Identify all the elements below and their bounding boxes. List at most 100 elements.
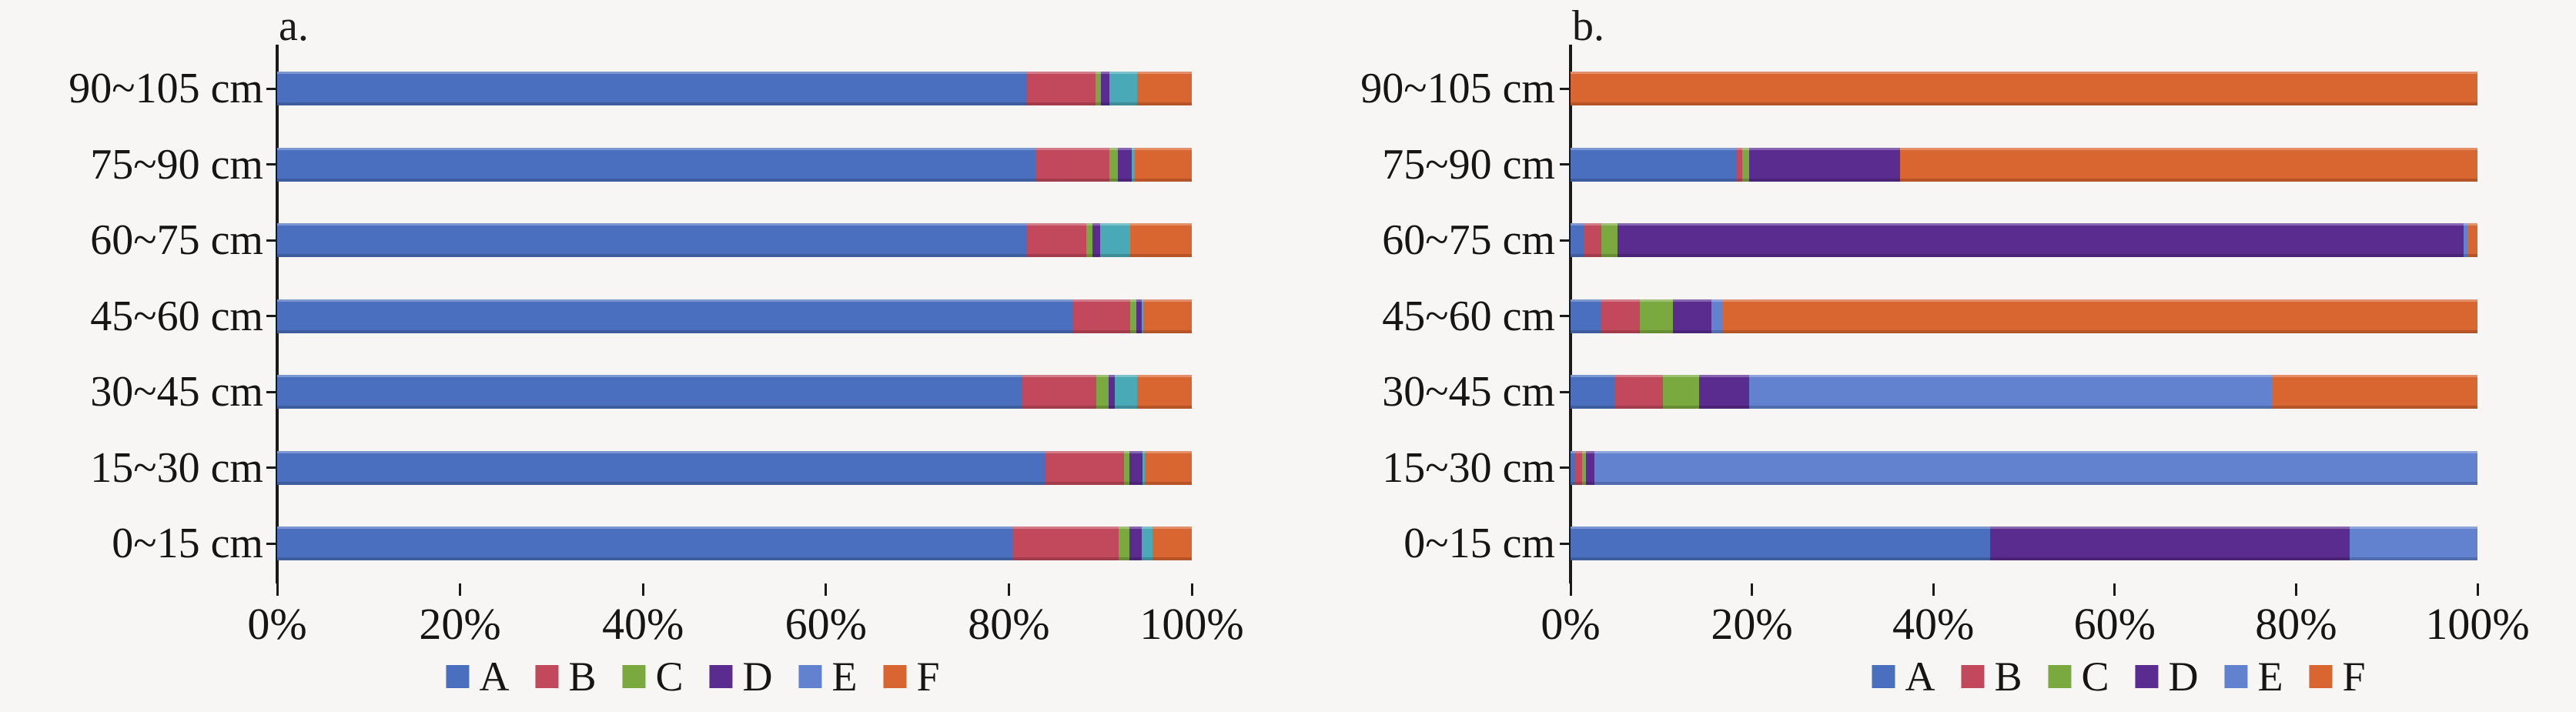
x-tick-label: 60% [2073,599,2156,649]
bar-row-30-45-cm [277,375,1192,409]
legend-item-F: F [2309,654,2366,700]
plot-area [1569,45,2477,583]
legend-label: D [742,654,773,700]
bar-segment-D [1673,299,1711,333]
bar-segment-A [1571,375,1614,409]
bar-row-60-75-cm [277,223,1192,257]
legend-item-D: D [2135,656,2199,697]
bar-segment-D [1117,147,1132,182]
bar-segment-A [1571,147,1737,182]
y-axis-tick [266,87,277,90]
bar-segment-D [1586,450,1594,485]
x-tick-label: 40% [1892,599,1975,649]
bar-row-90-105-cm [1571,72,2477,105]
bar-segment-C [1086,223,1092,257]
bar-segment-E [1115,375,1137,409]
legend-label: F [2342,654,2366,700]
bar-segment-B [1045,450,1125,485]
x-axis-tick [825,583,828,596]
bar-segment-A [1571,299,1602,333]
bar-segment-F [1136,375,1192,409]
bar-segment-C [1601,223,1618,257]
bar-segment-C [1124,450,1130,485]
legend-swatch-icon [798,665,822,688]
legend-swatch-icon [535,665,559,688]
y-axis-tick [266,466,277,469]
legend-swatch-icon [446,665,470,688]
bar-segment-F [2468,223,2477,257]
x-tick-label: 100% [2425,599,2530,649]
bar-segment-A [277,72,1028,105]
legend-item-D: D [709,654,773,700]
bar-row-60-75-cm [1571,223,2477,257]
legend-swatch-icon [883,665,907,688]
bar-segment-C [1639,299,1674,333]
bar-segment-E [1594,450,2477,485]
y-axis-line [276,45,279,583]
bar-segment-F [1130,223,1192,257]
category-label: 30~45 cm [1382,368,1555,416]
bar-segment-B [1072,299,1131,333]
bar-segment-B [1736,147,1742,182]
category-label: 90~105 cm [1360,65,1555,112]
legend-swatch-icon [709,665,733,688]
x-axis-tick [276,583,279,596]
bar-segment-F [1571,72,2477,105]
x-axis-tick [1007,583,1010,596]
x-tick-label: 100% [1139,599,1244,649]
category-label: 0~15 cm [1403,520,1555,567]
category-label: 75~90 cm [1382,140,1555,189]
legend-label: E [831,654,858,700]
legend: A B C D E F [1872,654,2366,700]
bar-segment-A [277,450,1045,485]
bar-segment-F [1145,450,1192,485]
bar-segment-E [1141,299,1144,333]
legend-item-B: B [535,656,596,697]
x-axis-tick [459,583,462,596]
x-axis-tick [1932,583,1935,596]
bar-segment-B [1574,450,1583,485]
category-label: 15~30 cm [1382,443,1555,492]
legend-swatch-icon [2135,665,2159,688]
bar-row-90-105-cm [277,72,1192,105]
category-label: 75~90 cm [90,140,263,189]
category-label: 30~45 cm [90,368,263,416]
legend-item-E: E [798,654,858,700]
category-label: 45~60 cm [90,292,263,340]
legend-swatch-icon [2224,665,2248,688]
category-label: 90~105 cm [69,65,263,112]
bar-segment-B [1614,375,1664,409]
bar-segment-E [2464,223,2469,257]
y-axis-tick [1560,466,1571,469]
legend-swatch-icon [2048,665,2072,688]
x-axis-tick [2113,583,2116,596]
bar-segment-E [1749,375,2272,409]
legend-label: B [568,654,597,700]
bar-segment-F [1143,299,1192,333]
x-tick-label: 0% [1541,599,1601,649]
bar-segment-E [1131,147,1136,182]
bar-segment-D [1699,375,1750,409]
category-label: 0~15 cm [112,520,263,567]
bar-segment-C [1096,375,1109,409]
bar-segment-B [1022,375,1097,409]
bar-segment-E [1100,223,1131,257]
x-axis-tick [1190,583,1193,596]
bar-segment-B [1013,526,1119,560]
legend-item-C: C [622,654,684,700]
bar-row-0-15-cm [1571,526,2477,560]
bar-row-45-60-cm [1571,299,2477,333]
bar-segment-A [277,526,1014,560]
bar-segment-C [1096,72,1102,105]
legend-item-F: F [883,656,940,697]
legend-item-C: C [2048,656,2109,697]
bar-segment-F [1152,526,1192,560]
bar-segment-A [277,223,1028,257]
category-label: 45~60 cm [1382,292,1555,340]
y-axis-tick [266,315,277,317]
bar-row-15-30-cm [1571,450,2477,485]
bar-segment-E [1711,299,1722,333]
bar-segment-D [1129,450,1142,485]
legend-label: C [655,654,684,700]
bar-segment-E [1142,450,1146,485]
